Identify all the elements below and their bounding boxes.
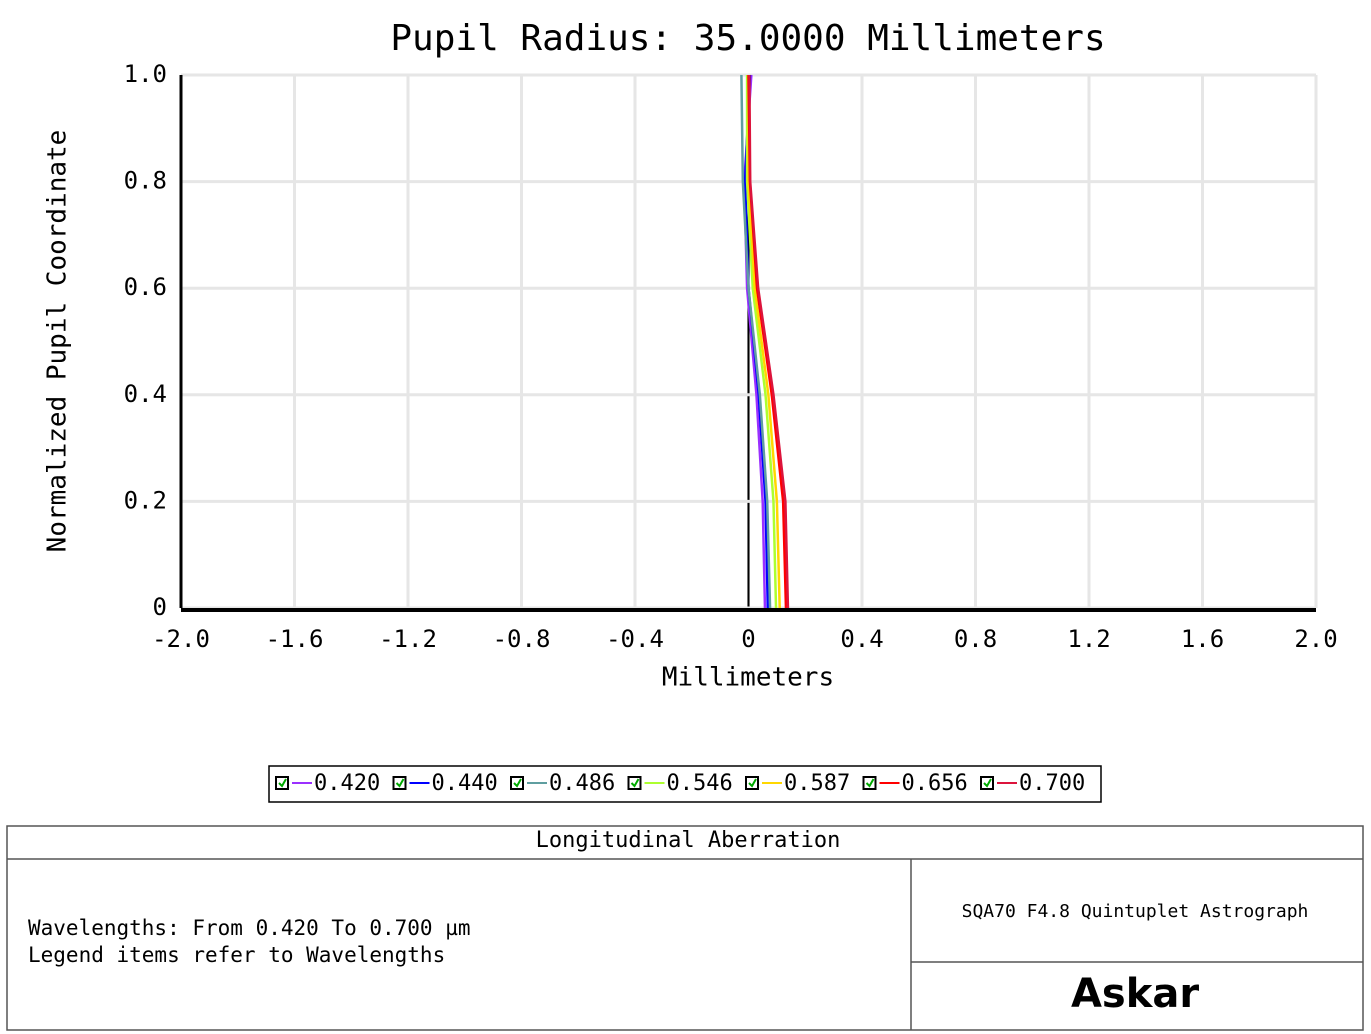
x-tick-label: 0.8: [954, 625, 997, 653]
system-name: SQA70 F4.8 Quintuplet Astrograph: [962, 901, 1309, 922]
x-tick-label: 1.6: [1181, 625, 1224, 653]
legend-label: 0.546: [667, 771, 733, 796]
legend-label: 0.587: [784, 771, 850, 796]
legend-check: [983, 778, 992, 788]
legend-check: [865, 778, 875, 788]
legend-label: 0.420: [314, 771, 380, 796]
legend-box: [268, 765, 1102, 803]
y-tick-label: 0.6: [124, 273, 167, 301]
legend-check: [748, 778, 757, 788]
y-tick-label: 0.2: [124, 486, 167, 514]
x-tick-label: -0.4: [606, 625, 664, 653]
x-tick-label: -2.0: [152, 625, 210, 653]
x-tick-label: 0: [741, 625, 755, 653]
data-line: [740, 74, 772, 609]
x-tick-label: 0.4: [840, 625, 883, 653]
legend: 0.420 0.440 0.486 0.546 0.587 0.656 0.700: [268, 765, 1102, 803]
x-tick-label: 1.2: [1067, 625, 1110, 653]
legend-label: 0.656: [902, 771, 968, 796]
data-line: [745, 75, 778, 609]
x-tick-label: -1.2: [379, 625, 437, 653]
legend-label: 0.486: [549, 771, 615, 796]
footer-note: Legend items refer to Wavelengths: [28, 943, 445, 967]
chart-title: Pupil Radius: 35.0000 Millimeters: [390, 18, 1105, 59]
data-line: [748, 74, 790, 609]
x-tick-label: -0.8: [493, 625, 551, 653]
footer: [6, 825, 1364, 1031]
footer-box: [6, 825, 1364, 1031]
x-tick-label: -1.6: [266, 625, 324, 653]
legend-label: 0.440: [432, 771, 498, 796]
footer-heading: Longitudinal Aberration: [536, 828, 841, 853]
legend-check: [513, 778, 522, 788]
legend-label: 0.700: [1019, 771, 1085, 796]
y-tick-label: 0.8: [124, 167, 167, 195]
x-tick-label: 2.0: [1294, 625, 1337, 653]
y-tick-label: 1.0: [124, 60, 167, 88]
legend-check: [278, 778, 287, 788]
x-axis-label: Millimeters: [662, 663, 834, 693]
brand-logo: Askar: [1071, 971, 1199, 1017]
y-tick-label: 0: [153, 593, 167, 621]
legend-check: [630, 778, 640, 788]
footer-note: Wavelengths: From 0.420 To 0.700 µm: [28, 916, 471, 940]
y-tick-label: 0.4: [124, 380, 167, 408]
legend-check: [395, 778, 405, 788]
y-axis-label: Normalized Pupil Coordinate: [43, 130, 73, 553]
